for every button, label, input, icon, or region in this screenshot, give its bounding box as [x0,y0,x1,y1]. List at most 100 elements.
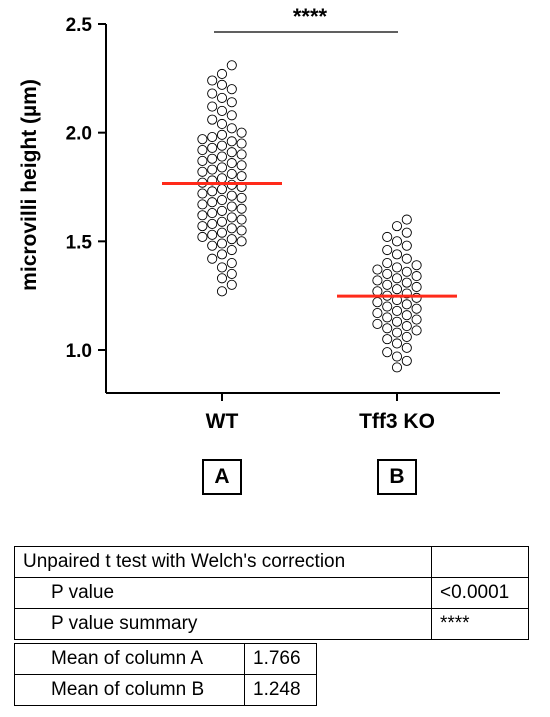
data-point [197,231,208,243]
data-point [401,253,412,264]
data-point [382,312,393,323]
data-point [372,318,383,329]
data-point [411,325,422,336]
data-point [197,210,208,221]
data-point [382,323,393,334]
table-row: Mean of column A 1.766 [14,643,317,675]
data-point [216,227,228,238]
data-point [391,249,403,260]
data-point [226,136,237,147]
data-point [372,297,383,308]
table-row: Mean of column B 1.248 [14,674,317,706]
y-tick-label: 2.0 [66,124,92,145]
y-tick-label: 2.5 [66,15,93,36]
data-point [207,88,218,99]
table-row: P value summary **** [14,608,529,640]
data-point [391,284,403,295]
data-point [226,212,237,223]
data-point [216,249,228,260]
data-point [391,236,403,247]
data-point [207,75,218,86]
data-point [236,192,247,203]
data-point [401,342,412,353]
data-point [226,147,237,158]
data-point [207,208,218,219]
data-point [411,314,422,325]
data-point [411,281,422,293]
data-point [226,244,237,256]
data-point [236,160,247,171]
data-point [197,134,208,145]
data-point [226,158,237,169]
data-point [207,197,218,208]
data-point [207,164,218,175]
table-cell: **** [431,608,529,640]
data-point [226,258,237,269]
data-point [236,225,247,236]
data-point [226,223,237,234]
data-point [226,97,237,108]
dot-plot: microvilli height (µm) 1.0 1.5 2.0 2.5 WT Tf… [18,4,500,433]
data-point [216,105,228,116]
data-point [216,238,228,249]
data-point [207,253,218,264]
data-point [401,331,412,343]
data-point [372,264,383,275]
data-point [216,216,228,227]
y-tick-label: 1.5 [66,232,93,253]
means-table: Mean of column A 1.766 Mean of column B … [14,643,317,706]
table-cell [431,546,529,578]
data-point [197,145,208,156]
data-point [216,286,228,297]
data-point [382,301,393,312]
table-cell: P value summary [14,608,432,640]
data-point [236,127,247,138]
data-point [226,234,237,245]
data-point [207,186,218,197]
column-box-b: B [377,459,417,495]
data-point [391,327,403,338]
data-point [216,151,228,162]
y-axis-title: microvilli height (µm) [18,79,41,291]
data-point [226,60,237,71]
table-cell: Mean of column A [14,643,245,675]
data-point [207,114,218,125]
significance-label: **** [293,4,328,29]
data-point [207,240,218,251]
data-point [391,338,403,349]
data-point [391,262,403,273]
data-point [236,149,247,160]
table-cell: <0.0001 [431,577,529,609]
column-box-a: A [202,459,242,495]
table-cell: 1.248 [244,674,317,706]
y-tick-label: 1.0 [66,341,92,362]
data-point [401,321,412,332]
data-point [226,110,237,121]
data-point [226,201,237,212]
data-point [411,303,422,314]
data-point [401,299,412,310]
data-point [216,92,228,103]
data-point [391,362,403,373]
data-point [401,214,412,225]
data-point [216,118,228,130]
table-title: Unpaired t test with Welch's correction [14,546,432,578]
data-point [216,194,228,206]
data-point [216,140,228,151]
data-point [401,227,412,238]
data-point [382,258,393,269]
data-point [226,84,237,95]
data-point [216,273,228,284]
data-point [216,205,228,216]
data-point [391,351,403,362]
data-point [236,138,247,149]
data-point [197,155,208,166]
data-point [226,168,237,180]
data-points [197,60,422,373]
data-point [236,203,247,214]
data-point [236,171,247,182]
table-cell: P value [14,577,432,609]
data-point [391,316,403,327]
data-point [207,131,218,143]
x-ticks: WT Tff3 KO [206,393,435,433]
